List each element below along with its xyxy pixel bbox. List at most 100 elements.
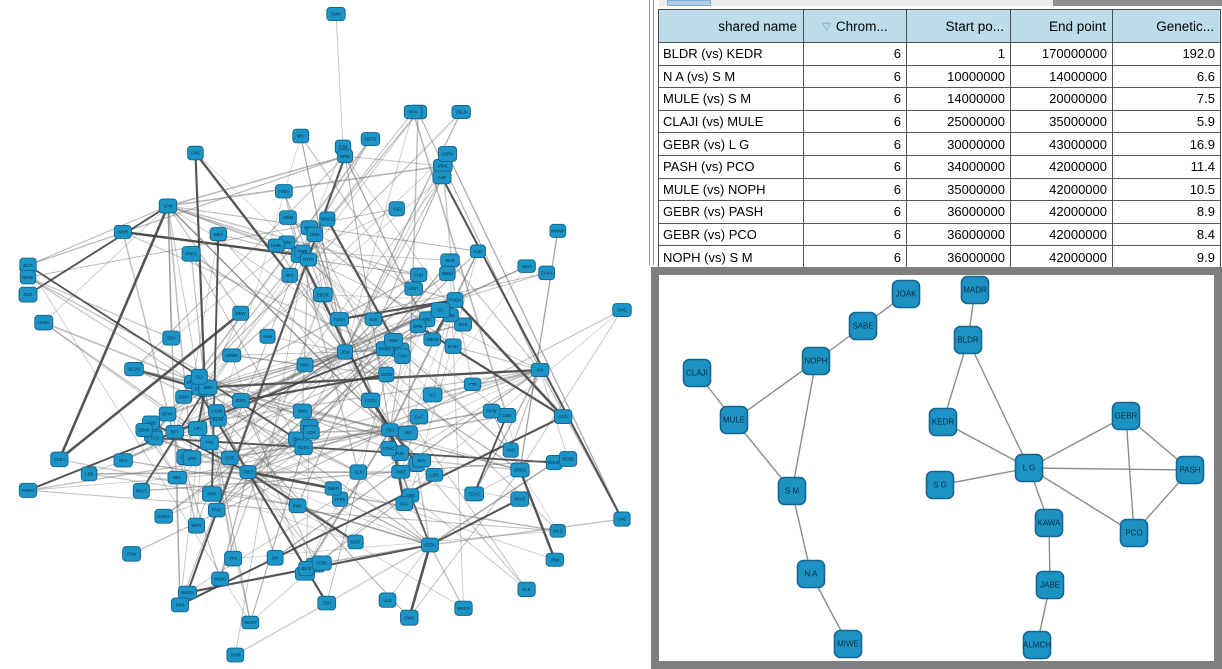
network-edge[interactable] [27,276,206,391]
network-edge[interactable] [194,152,291,277]
network-edge[interactable] [302,251,450,261]
network-edge[interactable] [299,254,541,371]
network-edge[interactable] [27,155,346,266]
network-edge[interactable] [518,469,556,561]
network-edge[interactable] [167,205,277,247]
network-node[interactable]: TDH [317,595,337,611]
scrollbar-thumb[interactable] [667,0,711,6]
network-edge[interactable] [190,253,206,391]
network-node[interactable]: HWM [279,210,297,225]
network-edge[interactable] [208,442,251,623]
network-edge[interactable] [473,415,508,495]
network-edge[interactable] [429,462,555,546]
network-node[interactable]: KLB [517,581,536,597]
network-edge-LG-GEBR[interactable] [1028,415,1127,469]
network-edge[interactable] [179,415,564,606]
network-node[interactable]: SDRL [232,393,250,409]
network-edge[interactable] [247,446,304,473]
network-node[interactable]: DWA [326,6,346,22]
network-node-CLAJI[interactable]: CLAJI [682,358,712,388]
network-edge[interactable] [133,368,359,473]
network-node[interactable]: LFW [158,198,178,214]
network-edge[interactable] [204,389,431,546]
network-node[interactable]: JEW [337,344,353,360]
network-edge[interactable] [358,471,520,500]
network-node[interactable]: IUJI [364,312,383,326]
network-node[interactable]: OHG [612,303,632,317]
column-header-start[interactable]: Start po... [907,10,1011,42]
network-edge[interactable] [267,335,346,353]
network-edge[interactable] [150,422,464,609]
network-edge[interactable] [417,325,564,418]
network-edge[interactable] [326,374,387,604]
network-edge-LG-PCO[interactable] [1028,467,1135,534]
network-edge[interactable] [167,351,346,415]
network-edge[interactable] [389,309,623,431]
table-row[interactable]: BLDR (vs) KEDR 6 1 170000000 192.0 [659,43,1220,66]
network-node[interactable]: DRW [337,149,354,164]
network-node-KEDR[interactable]: KEDR [928,407,958,437]
network-node-JABE[interactable]: JABE [1035,570,1065,600]
network-edge[interactable] [218,233,301,256]
network-node[interactable]: PKCT [132,483,150,499]
network-edge[interactable] [454,299,565,418]
network-node[interactable]: NPAE [510,491,530,507]
network-edge[interactable] [229,410,492,459]
network-edge[interactable] [446,153,623,520]
network-edge[interactable] [389,326,419,431]
network-edge[interactable] [210,234,220,494]
network-node[interactable]: FTP [463,377,482,391]
network-edge[interactable] [198,111,462,378]
network-edge[interactable] [407,369,541,434]
network-edge[interactable] [247,369,541,473]
network-edge[interactable] [58,205,170,460]
network-edge[interactable] [89,473,298,507]
network-node[interactable]: OCBD [558,451,578,467]
network-node[interactable]: CKEJ [50,451,69,468]
network-node[interactable]: HJD [388,201,405,217]
network-node[interactable]: NMIU [439,265,456,282]
network-node[interactable]: NMWP [549,223,567,238]
network-node[interactable]: EEW [232,305,250,321]
network-node[interactable]: WGI [412,453,432,468]
network-edge[interactable] [88,349,401,475]
network-edge[interactable] [519,469,559,532]
network-node[interactable]: BBO [209,227,228,242]
network-edge[interactable] [27,471,249,491]
network-node[interactable]: CWO [400,609,419,626]
network-edge[interactable] [185,429,391,458]
network-edge[interactable] [27,205,169,266]
table-row[interactable]: PASH (vs) PCO 6 34000000 42000000 11.4 [659,155,1220,179]
network-node[interactable]: GGB [553,409,573,424]
network-edge[interactable] [314,234,324,295]
network-node[interactable]: UCFB [378,366,395,383]
network-node[interactable]: BLUN [124,362,144,377]
network-node[interactable]: EAKA [538,265,556,281]
network-node[interactable]: WMR [113,225,132,239]
network-edge[interactable] [167,205,193,459]
network-edge[interactable] [233,530,558,559]
column-header-chromosome[interactable]: ▽ Chrom... [804,10,907,42]
network-edge[interactable] [491,410,521,471]
network-edge[interactable] [399,349,512,451]
network-node-SM[interactable]: S M [777,476,807,506]
network-node[interactable]: JSHR [226,647,245,663]
network-node-NA[interactable]: N A [796,559,826,589]
network-edge[interactable] [289,274,346,353]
network-edge[interactable] [27,276,172,339]
network-node[interactable]: IRP [397,425,418,441]
network-edge[interactable] [510,369,541,451]
network-edge[interactable] [204,389,251,623]
table-row[interactable]: MULE (vs) S M 6 14000000 20000000 7.5 [659,88,1220,111]
network-node[interactable]: DBLB [451,105,471,119]
network-node[interactable]: PBKO [18,482,38,498]
network-node[interactable]: SAM [259,328,276,344]
network-edge[interactable] [274,369,541,559]
network-edge-SG-LG[interactable] [939,467,1030,486]
network-edge[interactable] [190,253,297,440]
network-edge[interactable] [344,156,391,431]
network-node[interactable]: FHO [410,267,428,283]
network-edge[interactable] [344,111,414,353]
network-node[interactable]: TTC [200,435,219,451]
network-edge[interactable] [454,272,547,301]
